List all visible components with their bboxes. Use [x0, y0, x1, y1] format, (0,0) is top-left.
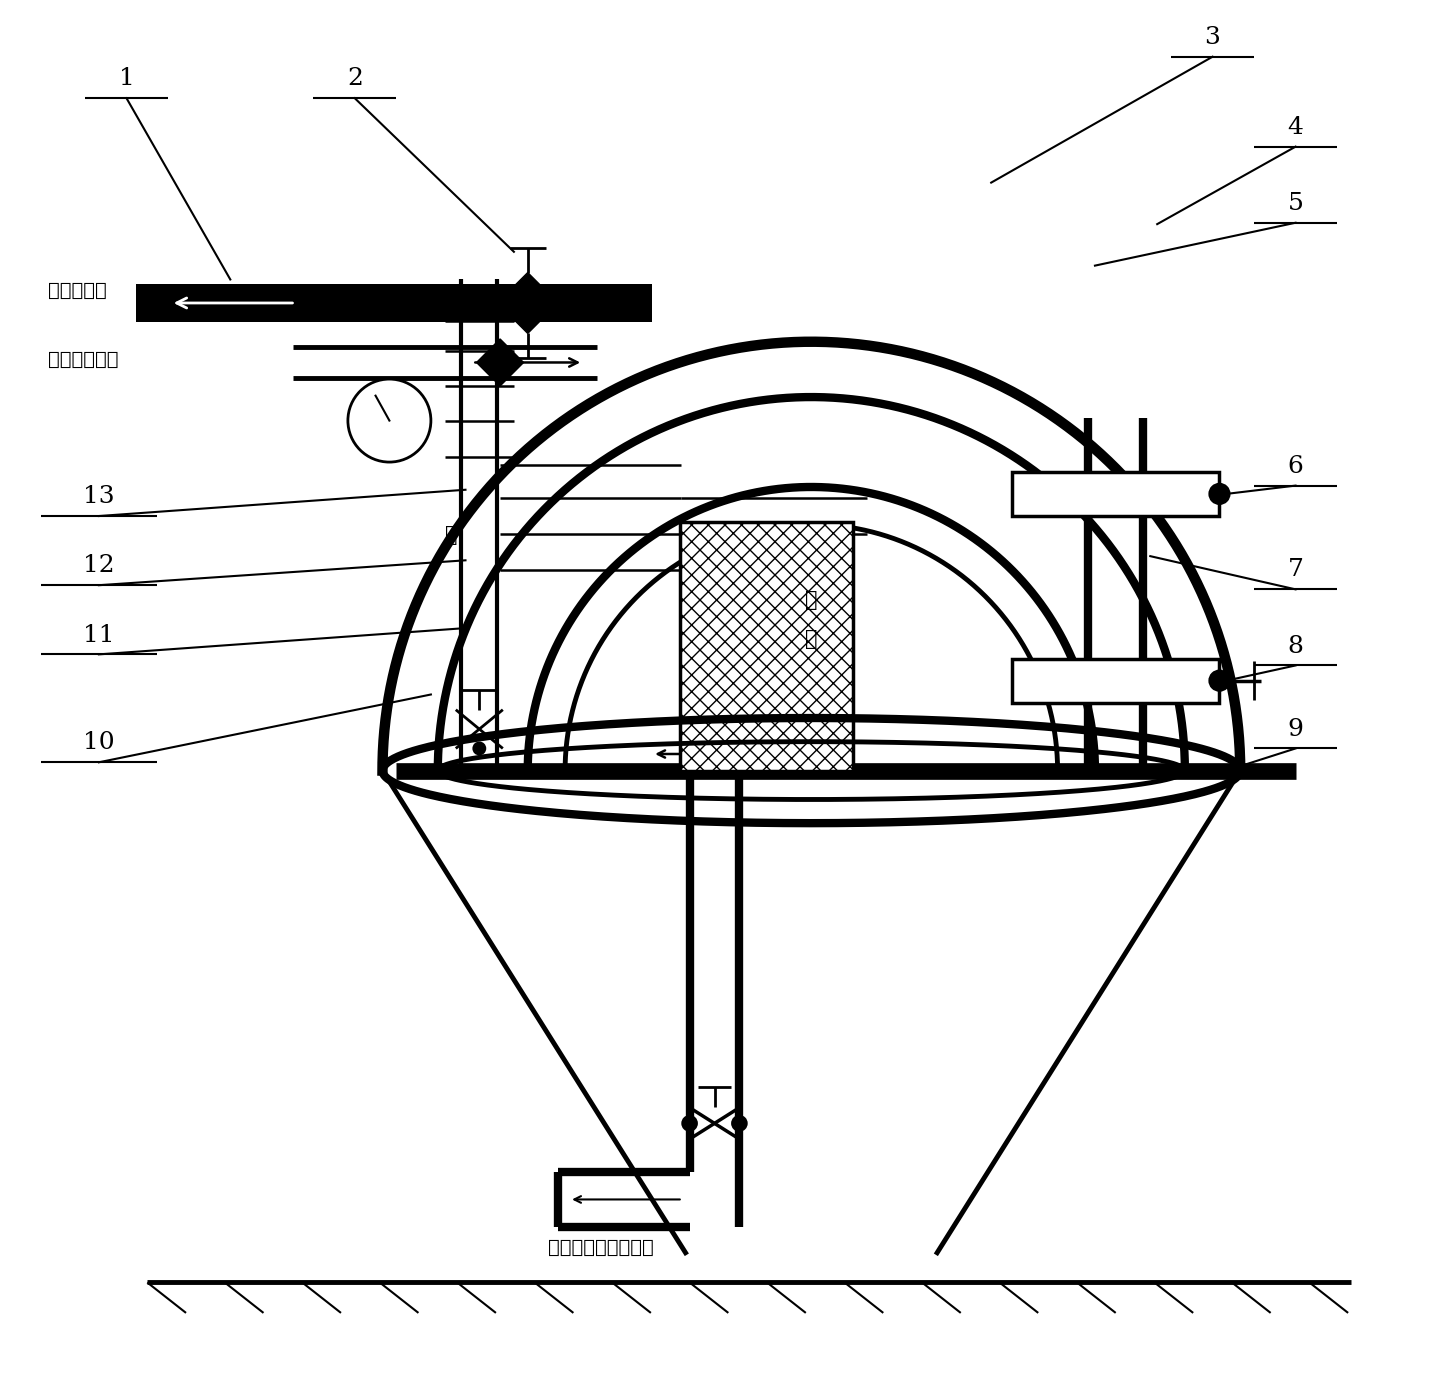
Text: 13: 13	[83, 485, 114, 508]
Bar	[1012, 472, 1219, 517]
Text: 药: 药	[805, 590, 817, 610]
Bar	[1012, 658, 1219, 703]
Circle shape	[1210, 485, 1229, 504]
Text: 9: 9	[1288, 718, 1303, 740]
Text: 11: 11	[83, 624, 114, 646]
Bar	[136, 283, 652, 322]
Text: 水: 水	[446, 525, 457, 546]
Circle shape	[733, 1117, 746, 1131]
Polygon shape	[476, 339, 523, 386]
Text: 5: 5	[1288, 192, 1303, 215]
Text: 到油井油套环型空间: 到油井油套环型空间	[549, 1239, 654, 1257]
Text: 10: 10	[83, 732, 114, 754]
Text: 2: 2	[347, 68, 363, 90]
Text: 8: 8	[1288, 635, 1303, 657]
Text: 4: 4	[1288, 115, 1303, 139]
Text: 到生产管线: 到生产管线	[47, 281, 106, 300]
Text: 1: 1	[119, 68, 134, 90]
Text: 3: 3	[1205, 26, 1220, 49]
Circle shape	[474, 743, 484, 754]
Text: 液: 液	[805, 629, 817, 649]
Text: 计量间来掺水: 计量间来掺水	[47, 350, 119, 369]
Text: 12: 12	[83, 554, 114, 578]
Polygon shape	[497, 272, 559, 333]
Bar	[680, 521, 853, 771]
Text: 6: 6	[1288, 454, 1303, 478]
Circle shape	[1210, 671, 1229, 690]
Circle shape	[683, 1117, 696, 1131]
Circle shape	[347, 379, 432, 463]
Text: 7: 7	[1288, 558, 1303, 582]
